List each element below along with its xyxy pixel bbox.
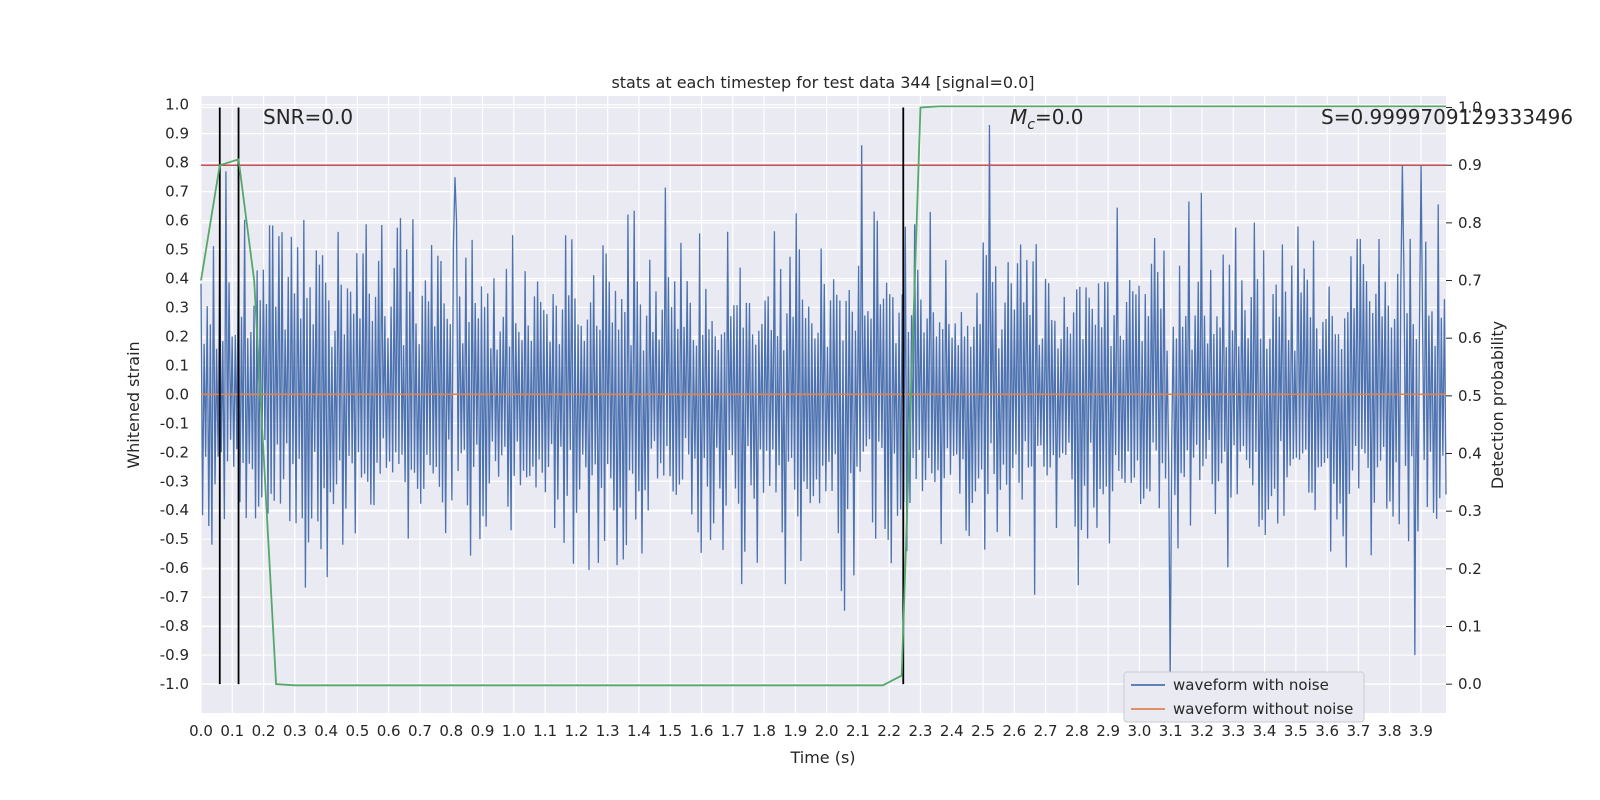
y-tick-label: 1.0 [165, 96, 189, 114]
x-tick-label: 0.8 [439, 722, 463, 740]
annotation-mc-main: M [1010, 105, 1027, 129]
x-tick-label: 3.7 [1346, 722, 1370, 740]
y-tick-label: 0.3 [165, 298, 189, 316]
chart-title: stats at each timestep for test data 344… [611, 73, 1034, 92]
y-tick-label: 0.6 [165, 212, 189, 230]
y-axis-label: Whitened strain [124, 341, 143, 468]
y-tick-label: -0.1 [160, 414, 189, 432]
y-tick-label: 0.4 [165, 269, 189, 287]
y-tick-label: 0.9 [165, 125, 189, 143]
x-tick-label: 2.4 [940, 722, 964, 740]
y-tick-label: 0.7 [165, 183, 189, 201]
y2-tick-label: 0.0 [1458, 675, 1482, 693]
annotation-mc: Mc=0.0 [1010, 105, 1084, 133]
x-tick-label: 1.7 [721, 722, 745, 740]
x-tick-label: 2.6 [1002, 722, 1026, 740]
x-tick-label: 1.4 [627, 722, 651, 740]
x-tick-label: 2.8 [1065, 722, 1089, 740]
y-tick-label: -0.4 [160, 501, 189, 519]
y-tick-label: 0.1 [165, 356, 189, 374]
y2-tick-label: 0.9 [1458, 156, 1482, 174]
x-tick-label: 1.0 [502, 722, 526, 740]
legend-box [1123, 671, 1365, 723]
x-tick-label: 2.1 [846, 722, 870, 740]
x-tick-label: 2.7 [1034, 722, 1058, 740]
x-tick-label: 3.4 [1253, 722, 1277, 740]
y-tick-label: 0.5 [165, 241, 189, 259]
x-tick-label: 1.8 [752, 722, 776, 740]
x-tick-label: 3.2 [1190, 722, 1214, 740]
x-tick-label: 2.5 [971, 722, 995, 740]
y2-tick-labels: 1.0 0.9 0.8 0.7 0.6 0.5 0.4 0.3 0.2 0.1 0.0 [1446, 99, 1482, 693]
x-tick-label: 0.5 [345, 722, 369, 740]
y2-tick-label: 0.3 [1458, 502, 1482, 520]
x-tick-label: 0.1 [220, 722, 244, 740]
legend-label-clean: waveform without noise [1173, 700, 1353, 718]
y-tick-label: -0.7 [160, 588, 189, 606]
y-tick-label: -0.9 [160, 646, 189, 664]
waveform-with-noise-line [200, 124, 1447, 682]
series-waveform-with-noise [200, 124, 1447, 682]
y-tick-label: 0.0 [165, 385, 189, 403]
x-tick-label: 3.6 [1315, 722, 1339, 740]
x-tick-label: 0.0 [189, 722, 213, 740]
x-tick-label: 0.9 [471, 722, 495, 740]
y2-tick-label: 0.6 [1458, 329, 1482, 347]
x-tick-label: 3.3 [1221, 722, 1245, 740]
y-tick-label: 0.2 [165, 327, 189, 345]
annotation-mc-sub: c [1027, 117, 1035, 133]
overlay-lines [200, 105, 1446, 687]
annotation-s: S=0.9999709129333496 [1321, 105, 1573, 129]
x-tick-label: 1.1 [533, 722, 557, 740]
x-tick-label: 1.2 [564, 722, 588, 740]
legend-label-noise: waveform with noise [1173, 676, 1329, 694]
y-tick-label: 0.8 [165, 154, 189, 172]
x-tick-label: 3.5 [1284, 722, 1308, 740]
x-tick-label: 2.0 [815, 722, 839, 740]
y2-tick-label: 0.2 [1458, 560, 1482, 578]
x-tick-label: 1.6 [690, 722, 714, 740]
x-tick-label: 1.5 [658, 722, 682, 740]
y-tick-labels: 1.0 0.9 0.8 0.7 0.6 0.5 0.4 0.3 0.2 0.1 0.0 -0.1 -0.… [160, 96, 189, 693]
y-tick-label: -0.8 [160, 617, 189, 635]
x-tick-label: 3.1 [1159, 722, 1183, 740]
x-axis-label: Time (s) [789, 748, 855, 767]
y2-tick-label: 0.4 [1458, 445, 1482, 463]
x-tick-label: 3.9 [1409, 722, 1433, 740]
x-tick-label: 1.9 [783, 722, 807, 740]
y-tick-label: -0.6 [160, 559, 189, 577]
y2-tick-label: 0.7 [1458, 272, 1482, 290]
x-tick-label: 0.3 [283, 722, 307, 740]
x-tick-label: 0.4 [314, 722, 338, 740]
annotation-snr: SNR=0.0 [263, 105, 353, 129]
x-tick-label: 0.7 [408, 722, 432, 740]
annotation-mc-rest: =0.0 [1035, 105, 1084, 129]
x-tick-label: 2.3 [909, 722, 933, 740]
y-tick-label: -0.2 [160, 443, 189, 461]
y-tick-label: -0.5 [160, 530, 189, 548]
x-tick-labels: 0.0 0.1 0.2 0.3 0.4 0.5 0.6 0.7 0.8 0.9 1.0 1.1 1.2 1… [189, 722, 1433, 740]
x-tick-label: 3.0 [1128, 722, 1152, 740]
x-tick-label: 0.6 [377, 722, 401, 740]
x-tick-label: 2.9 [1096, 722, 1120, 740]
y-tick-label: -1.0 [160, 675, 189, 693]
y2-axis-label: Detection probability [1488, 321, 1507, 489]
y2-tick-label: 1.0 [1458, 99, 1482, 117]
x-tick-label: 3.8 [1378, 722, 1402, 740]
x-tick-label: 1.3 [596, 722, 620, 740]
y2-tick-label: 0.1 [1458, 618, 1482, 636]
y2-tick-label: 0.5 [1458, 387, 1482, 405]
x-tick-label: 0.2 [252, 722, 276, 740]
x-tick-label: 2.2 [877, 722, 901, 740]
y2-tick-label: 0.8 [1458, 214, 1482, 232]
detection-probability-line [200, 105, 1446, 687]
y-tick-label: -0.3 [160, 472, 189, 490]
legend: waveform with noise waveform without noi… [1123, 671, 1365, 723]
